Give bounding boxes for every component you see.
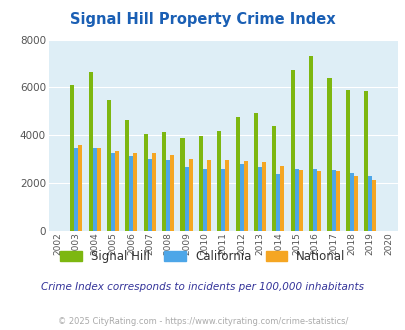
Bar [170,155,174,231]
Bar [353,176,357,231]
Legend: Signal Hill, California, National: Signal Hill, California, National [55,245,350,268]
Text: © 2025 CityRating.com - https://www.cityrating.com/crime-statistics/: © 2025 CityRating.com - https://www.city… [58,317,347,326]
Bar [151,153,156,231]
Bar [74,148,78,231]
Bar [262,162,265,231]
Bar [125,120,129,231]
Bar [363,91,367,231]
Bar [184,167,188,231]
Bar [294,169,298,231]
Text: Signal Hill Property Crime Index: Signal Hill Property Crime Index [70,12,335,26]
Bar [290,70,294,231]
Bar [280,166,284,231]
Bar [166,160,170,231]
Bar [217,130,221,231]
Bar [96,148,100,231]
Bar [202,169,207,231]
Bar [88,72,92,231]
Bar [221,169,225,231]
Bar [225,160,229,231]
Bar [272,126,276,231]
Bar [235,117,239,231]
Bar [258,167,262,231]
Bar [254,113,258,231]
Bar [92,148,96,231]
Bar [111,152,115,231]
Bar [198,137,202,231]
Bar [180,138,184,231]
Bar [371,180,375,231]
Bar [308,56,312,231]
Bar [147,159,151,231]
Bar [298,170,302,231]
Bar [243,161,247,231]
Bar [107,100,111,231]
Bar [129,156,133,231]
Bar [331,171,335,231]
Bar [316,171,320,231]
Bar [367,176,371,231]
Bar [335,171,339,231]
Bar [276,174,280,231]
Bar [345,90,349,231]
Bar [70,85,74,231]
Bar [143,134,147,231]
Bar [207,160,211,231]
Bar [133,152,137,231]
Bar [115,151,119,231]
Bar [239,164,243,231]
Bar [349,173,353,231]
Text: Crime Index corresponds to incidents per 100,000 inhabitants: Crime Index corresponds to incidents per… [41,282,364,292]
Bar [188,158,192,231]
Bar [78,145,82,231]
Bar [312,169,316,231]
Bar [162,132,166,231]
Bar [327,78,331,231]
